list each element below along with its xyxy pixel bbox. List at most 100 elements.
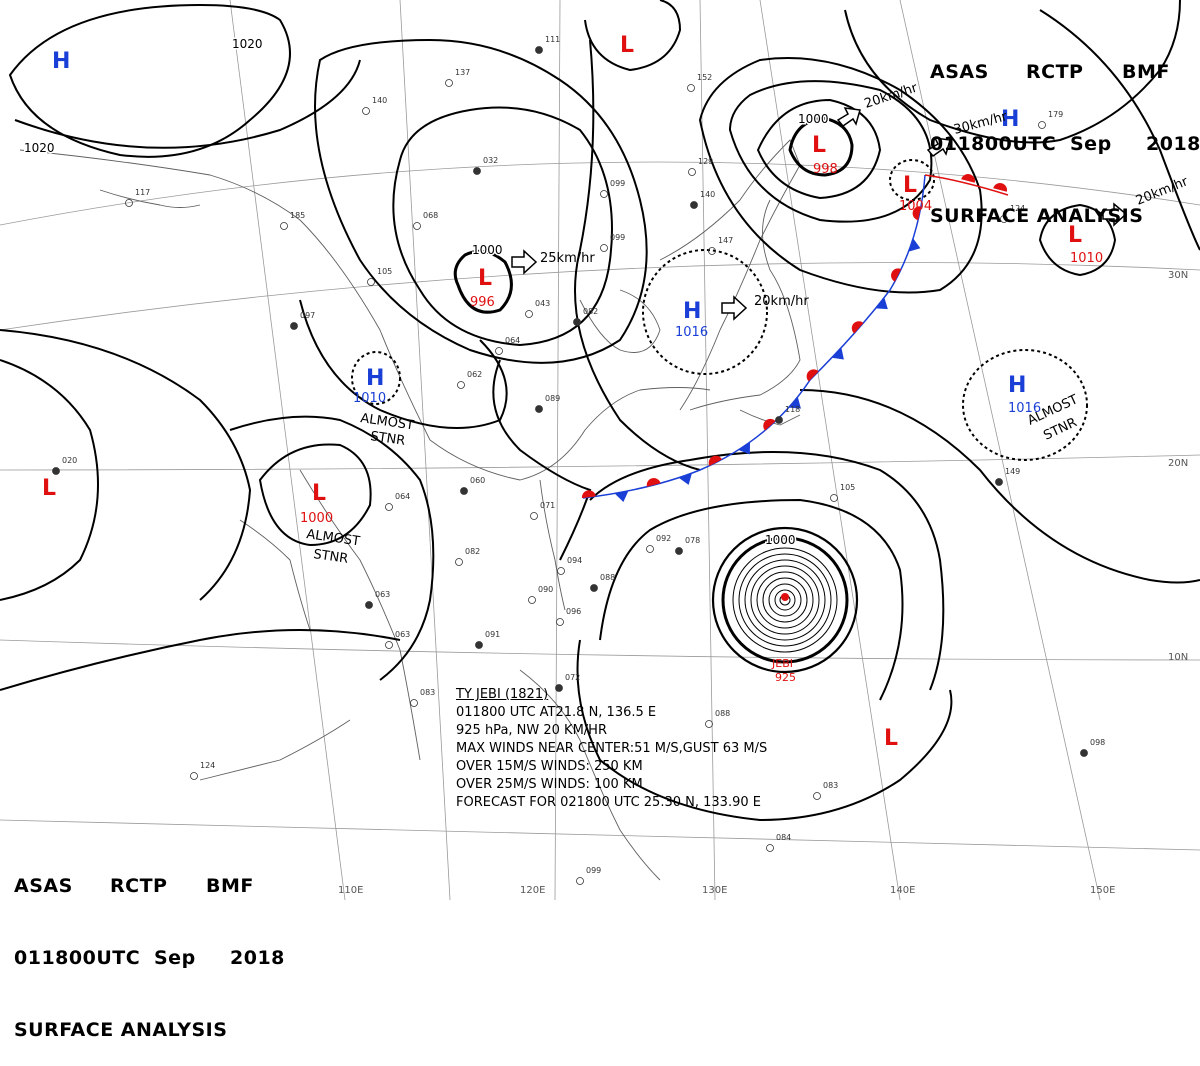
station-pressure-value: 118 <box>785 405 800 414</box>
station-pressure-value: 124 <box>200 761 215 770</box>
header-month: Sep <box>154 947 196 969</box>
low-center-value: 1004 <box>899 199 932 214</box>
station-marker-icon <box>590 584 598 592</box>
station-pressure-value: 088 <box>600 573 615 582</box>
motion-arrow-icon <box>926 137 951 158</box>
station-pressure-value: 063 <box>395 630 410 639</box>
station-pressure-value: 078 <box>685 536 700 545</box>
high-center-value: 1016 <box>1008 401 1041 416</box>
station-pressure-value: 082 <box>465 547 480 556</box>
station-pressure-value: 089 <box>545 394 560 403</box>
station-marker-icon <box>555 684 563 692</box>
isobar-label: 1020 <box>24 141 55 155</box>
low-center-value: 998 <box>813 162 838 177</box>
typhoon-info-line: TY JEBI (1821) <box>456 687 549 702</box>
station-pressure-value: 084 <box>776 833 791 842</box>
station-pressure-value: 063 <box>375 590 390 599</box>
graticule <box>0 0 1200 901</box>
station-marker-icon <box>52 467 60 475</box>
warm-front-symbol <box>851 321 864 334</box>
motion-label: 25km/hr <box>540 251 595 266</box>
high-center-letter: H <box>1008 373 1026 398</box>
station-marker-icon <box>557 567 565 575</box>
typhoon-info-line: OVER 25M/S WINDS: 100 KM <box>456 777 643 792</box>
longitude-label: 110E <box>338 885 363 896</box>
typhoon-rings <box>711 526 859 674</box>
station-marker-icon <box>362 107 370 115</box>
station-pressure-value: 072 <box>565 673 580 682</box>
header-agency-c: BMF <box>206 875 254 897</box>
station-pressure-value: 083 <box>420 688 435 697</box>
station-pressure-value: 117 <box>135 188 150 197</box>
low-center-letter: L <box>42 476 56 501</box>
header-bottom-left: ASAS RCTP BMF 011800UTC Sep 2018 SURFACE ANA… <box>14 826 285 1066</box>
station-pressure-value: 129 <box>698 157 713 166</box>
high-center-value: 1010 <box>353 391 386 406</box>
isobar-label: 1000 <box>798 112 829 126</box>
low-center-letter: L <box>478 266 492 291</box>
station-pressure-value: 124 <box>1010 204 1025 213</box>
station-pressure-value: 099 <box>610 233 625 242</box>
pressure-centers: H L L 996 H 1010 L 1000 L H 1016 L 998 L… <box>42 33 1103 751</box>
station-marker-icon <box>413 222 421 230</box>
longitude-label: 130E <box>702 885 727 896</box>
station-pressure-value: 111 <box>545 35 560 44</box>
dashed-isobars <box>351 159 1088 461</box>
station-marker-icon <box>573 318 581 326</box>
station-pressure-value: 043 <box>535 299 550 308</box>
station-marker-icon <box>457 381 465 389</box>
low-center-value: 996 <box>470 295 495 310</box>
station-pressure-value: 088 <box>715 709 730 718</box>
station-marker-icon <box>775 416 783 424</box>
station-marker-icon <box>530 512 538 520</box>
stationary-line1: ALMOST <box>305 527 360 549</box>
station-pressure-value: 071 <box>540 501 555 510</box>
station-pressure-value: 062 <box>467 370 482 379</box>
typhoon-info-line: 925 hPa, NW 20 KM/HR <box>456 723 607 738</box>
station-marker-icon <box>675 547 683 555</box>
station-pressure-value: 149 <box>1005 467 1020 476</box>
warm-front-symbol <box>806 369 819 382</box>
station-marker-icon <box>445 79 453 87</box>
high-center-letter: H <box>1001 107 1019 132</box>
warm-front-symbol <box>891 268 902 282</box>
low-center-value: 1010 <box>1070 251 1103 266</box>
station-marker-icon <box>1038 121 1046 129</box>
station-marker-icon <box>473 167 481 175</box>
cold-front-symbol <box>908 238 921 252</box>
station-marker-icon <box>600 244 608 252</box>
station-marker-icon <box>1080 749 1088 757</box>
motion-arrow-icon <box>721 295 748 321</box>
header-month: Sep <box>1070 133 1112 155</box>
coastlines <box>19 139 801 881</box>
motion-arrow-icon <box>836 107 861 128</box>
station-marker-icon <box>365 601 373 609</box>
station-pressure-value: 090 <box>538 585 553 594</box>
station-marker-icon <box>535 46 543 54</box>
station-pressure-value: 140 <box>700 190 715 199</box>
warm-front-symbol <box>993 183 1007 192</box>
longitude-label: 120E <box>520 885 545 896</box>
cold-front-symbol <box>788 396 801 409</box>
station-pressure-value: 098 <box>1090 738 1105 747</box>
cold-front-symbol <box>738 442 751 455</box>
motion-arrow-icon <box>511 249 538 275</box>
typhoon-info-line: OVER 15M/S WINDS: 250 KM <box>456 759 643 774</box>
station-pressure-value: 099 <box>586 866 601 875</box>
stationary-line1: ALMOST <box>359 411 414 433</box>
stationary-line2: STNR <box>312 547 349 567</box>
header-year: 2018 <box>230 947 285 969</box>
station-marker-icon <box>687 84 695 92</box>
low-center-value: 1000 <box>300 511 333 526</box>
station-marker-icon <box>385 503 393 511</box>
station-pressure-value: 147 <box>718 236 733 245</box>
high-center-letter: H <box>683 299 701 324</box>
low-center-letter: L <box>903 173 917 198</box>
station-pressure-value: 020 <box>62 456 77 465</box>
isobar-label: 1000 <box>765 533 796 547</box>
station-marker-icon <box>1000 215 1008 223</box>
low-center-letter: L <box>1068 223 1082 248</box>
header-time: 011800UTC <box>14 947 141 969</box>
station-pressure-value: 082 <box>583 307 598 316</box>
station-pressure-value: 094 <box>567 556 582 565</box>
